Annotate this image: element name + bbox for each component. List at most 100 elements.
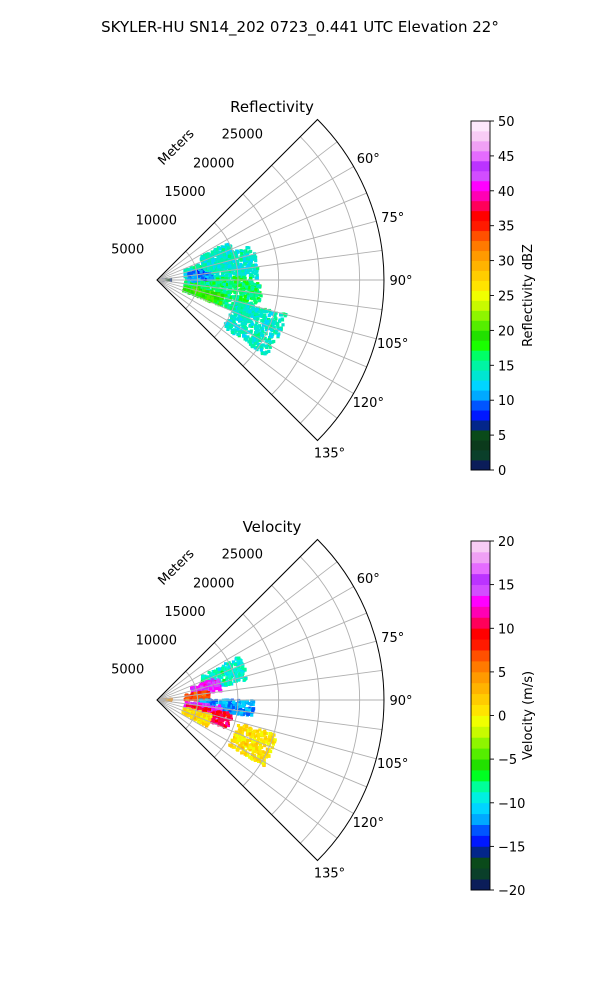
echo-gate [243,291,247,295]
echo-gate [233,301,237,305]
echo-gate [245,282,249,286]
echo-gate [220,271,225,275]
echo-gate [246,738,250,743]
colorbar-segment [471,340,490,351]
echo-gate [223,724,227,729]
echo-gate [199,292,203,296]
echo-gate [204,296,208,300]
echo-gate [252,283,257,287]
echo-gate [266,750,270,754]
echo-gate [251,304,255,308]
echo-gate [271,311,276,315]
echo-gate [194,697,198,701]
echo-gate [188,710,192,715]
echo-gate [228,282,232,286]
echo-gate [223,292,227,296]
echo-gate [200,677,205,681]
echo-gate [243,259,247,263]
colorbar-tick-label: 35 [498,220,515,235]
echo-gate [202,286,206,290]
echo-gate [263,313,267,317]
echo-gate [209,699,213,703]
echo-gate [213,283,217,287]
echo-gate [251,270,255,274]
echo-gate [212,689,216,693]
colorbar-segment [471,682,490,695]
echo-gate [192,266,196,270]
colorbar-segment [471,250,490,261]
echo-gate [228,699,233,703]
echo-gate [268,731,272,736]
echo-gate [245,319,249,323]
echo-gate [258,728,262,732]
sector-frame [156,118,385,442]
echo-gate [262,761,266,765]
colorbar-segment [471,280,490,291]
echo-gate [274,331,278,335]
echo-gate [250,286,254,290]
echo-gate [237,656,241,660]
echo-gate [228,271,232,275]
echo-gate [262,310,266,314]
echo-gate [257,313,261,318]
echo-gate [224,302,228,306]
echo-gate [226,306,231,310]
echo-gate [242,275,246,280]
echo-gate [225,722,229,726]
echo-gate [247,701,251,706]
echo-gate [273,738,277,742]
echo-gate [203,290,207,294]
colorbar-segment [471,270,490,281]
echo-gate [218,716,222,720]
echo-gate [240,732,244,736]
echo-gate [224,682,228,686]
echo-gate [205,272,209,276]
echo-gate [207,717,211,721]
azimuth-tick-label: 60° [357,152,380,167]
echo-gate [191,279,195,283]
echo-gate [234,673,238,677]
echo-gate [206,720,210,724]
echo-gate [260,745,264,749]
echo-gate [222,263,226,268]
echo-gate [262,762,266,767]
echo-gate [182,710,186,714]
colorbar-segment [471,551,490,564]
echo-gate [217,265,221,269]
echo-gate [245,711,249,715]
echo-gate [230,328,234,333]
echo-gate [237,288,241,292]
echo-gate [259,326,263,330]
echo-gate [228,701,232,705]
echo-gate [241,267,245,272]
echo-gate [186,712,190,716]
echo-gate [233,313,237,318]
echo-gate [211,253,215,257]
echo-gate [255,312,259,316]
echo-gate [255,747,259,751]
echo-gate [202,711,206,715]
echo-gate [227,666,232,670]
echo-gate [243,744,247,748]
echo-gate [258,742,263,746]
echo-gate [233,264,237,268]
echo-gate [238,669,242,673]
echo-gate [239,317,243,321]
echo-gate [203,708,207,713]
colorbar-segment [471,440,490,451]
echo-gate [229,319,233,323]
azimuth-spoke [156,279,383,311]
echo-gate [225,246,229,250]
echo-gate [252,755,257,759]
echo-gate [223,270,227,274]
colorbar-segment [471,210,490,222]
echo-gate [248,310,252,314]
echo-gate [204,712,208,716]
echo-gate [217,260,221,264]
colorbar-segment [471,180,490,192]
echo-gate [230,330,234,334]
echo-gate [255,346,259,350]
echo-gate [241,269,245,273]
echo-gate [188,267,192,271]
echo-gate [250,256,254,260]
